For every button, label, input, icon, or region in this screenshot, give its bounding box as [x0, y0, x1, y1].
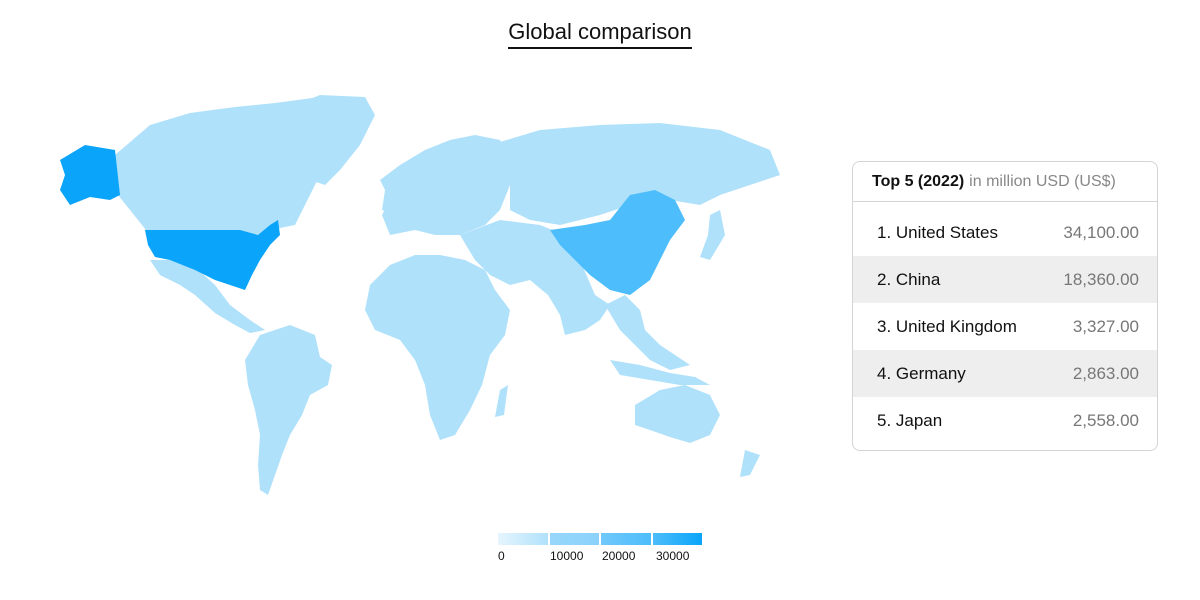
top5-header-unit: in million USD (US$): [969, 172, 1116, 190]
color-legend: 0 10000 20000 30000: [498, 533, 702, 573]
country-greenland[interactable]: [282, 95, 375, 185]
region-europe[interactable]: [380, 135, 510, 235]
top5-list: 1. United States 34,100.00 2. China 18,3…: [853, 202, 1157, 444]
country-united-states[interactable]: [145, 220, 280, 290]
legend-swatch-3: [601, 533, 651, 545]
top5-row-value: 2,863.00: [1072, 363, 1139, 383]
legend-swatch-1: [498, 533, 548, 545]
top5-row-value: 2,558.00: [1072, 410, 1139, 430]
country-china[interactable]: [550, 190, 685, 295]
country-australia[interactable]: [635, 385, 720, 443]
country-united-states-alaska[interactable]: [60, 145, 120, 205]
legend-swatch-2: [549, 533, 599, 545]
legend-swatch-4: [652, 533, 702, 545]
top5-row-name: 4. Germany: [877, 363, 966, 383]
top5-row[interactable]: 1. United States 34,100.00: [853, 209, 1157, 256]
region-south-america[interactable]: [245, 325, 332, 495]
region-africa[interactable]: [365, 255, 510, 440]
legend-label-20000: 20000: [602, 549, 636, 563]
top5-row-value: 18,360.00: [1063, 269, 1139, 289]
top5-card: Top 5 (2022) in million USD (US$) 1. Uni…: [852, 161, 1158, 451]
country-mexico[interactable]: [150, 260, 265, 333]
legend-label-0: 0: [498, 549, 505, 563]
legend-labels: 0 10000 20000 30000: [498, 549, 702, 569]
country-new-zealand[interactable]: [740, 450, 760, 477]
top5-row-name: 3. United Kingdom: [877, 316, 1017, 336]
region-southeast-asia[interactable]: [605, 295, 690, 370]
country-japan[interactable]: [700, 210, 725, 260]
legend-label-10000: 10000: [550, 549, 584, 563]
country-united-kingdom[interactable]: [382, 185, 398, 213]
top5-header: Top 5 (2022) in million USD (US$): [853, 162, 1157, 202]
legend-label-30000: 30000: [656, 549, 690, 563]
top5-row-name: 5. Japan: [877, 410, 943, 430]
top5-row[interactable]: 3. United Kingdom 3,327.00: [853, 303, 1157, 350]
region-russia[interactable]: [490, 123, 780, 225]
top5-row[interactable]: 2. China 18,360.00: [853, 256, 1157, 303]
legend-color-bar: [498, 533, 702, 545]
page-title-text: Global comparison: [508, 19, 692, 49]
top5-row-value: 34,100.00: [1063, 222, 1139, 242]
world-map: [60, 95, 780, 495]
top5-row[interactable]: 4. Germany 2,863.00: [853, 350, 1157, 397]
page-title: Global comparison: [0, 19, 1200, 49]
top5-header-title: Top 5 (2022): [872, 172, 965, 190]
top5-row-name: 2. China: [877, 269, 941, 289]
top5-row[interactable]: 5. Japan 2,558.00: [853, 397, 1157, 444]
top5-row-name: 1. United States: [877, 222, 998, 242]
region-indonesia[interactable]: [610, 360, 710, 385]
country-madagascar[interactable]: [495, 385, 508, 417]
top5-row-value: 3,327.00: [1072, 316, 1139, 336]
